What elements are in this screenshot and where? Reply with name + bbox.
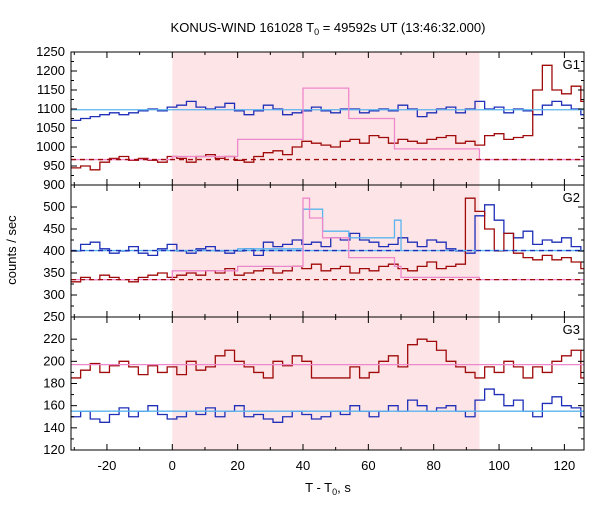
y-tick-label: 160 bbox=[43, 398, 65, 413]
x-tick-label: 0 bbox=[169, 458, 176, 473]
chart-title-text: KONUS-WIND 161028 T bbox=[171, 20, 315, 35]
y-tick-label: 1050 bbox=[36, 120, 65, 135]
x-axis-label-rest: , s bbox=[337, 480, 351, 495]
series-line-2 bbox=[71, 338, 584, 379]
chart-title: KONUS-WIND 161028 T0 = 49592s UT (13:46:… bbox=[171, 20, 486, 37]
x-axis-label-text: T - T bbox=[305, 480, 332, 495]
series-line-2 bbox=[71, 197, 584, 283]
x-tick-label: 100 bbox=[488, 458, 510, 473]
y-tick-label: 1250 bbox=[36, 44, 65, 59]
y-axis-label: counts / sec bbox=[4, 215, 19, 285]
x-tick-label: 120 bbox=[554, 458, 576, 473]
y-tick-label: 350 bbox=[43, 265, 65, 280]
panel-label-g3: G3 bbox=[563, 322, 580, 337]
panel-g1: 900 950 1000 1050 1100 1150 1200 1250 G1 bbox=[36, 44, 585, 192]
series-line-2 bbox=[71, 64, 584, 171]
y-tick-label: 1000 bbox=[36, 139, 65, 154]
x-tick-label: 20 bbox=[230, 458, 244, 473]
series-line-1 bbox=[71, 204, 584, 257]
panel-g2: 250 300 350 400 450 500 G2 bbox=[43, 184, 585, 324]
y-tick-label: 300 bbox=[43, 287, 65, 302]
panel-series bbox=[71, 197, 584, 283]
y-tick-label: 1100 bbox=[37, 101, 65, 116]
chart-panels: 900950100010501100115012001250G125030035… bbox=[36, 44, 585, 473]
panel-label-g1: G1 bbox=[563, 57, 580, 72]
y-tick-label: 900 bbox=[43, 177, 65, 192]
y-tick-label: 1150 bbox=[37, 82, 65, 97]
x-axis-label: T - T0, s bbox=[305, 480, 351, 497]
panel-label-g2: G2 bbox=[563, 190, 580, 205]
x-tick-label: -20 bbox=[98, 458, 117, 473]
x-axis-label-subscript: 0 bbox=[332, 487, 337, 497]
y-tick-label: 200 bbox=[43, 353, 65, 368]
chart-title-rest: = 49592s UT (13:46:32.000) bbox=[319, 20, 485, 35]
x-tick-label: 80 bbox=[426, 458, 440, 473]
y-tick-label: 120 bbox=[43, 442, 65, 457]
y-tick-label: 950 bbox=[43, 158, 65, 173]
panel-g3: 120 140 160 180 200 220 G3 bbox=[43, 316, 585, 457]
y-tick-label: 450 bbox=[43, 221, 65, 236]
y-tick-label: 250 bbox=[43, 309, 65, 324]
y-tick-label: 400 bbox=[43, 243, 65, 258]
panel-series bbox=[71, 338, 584, 423]
y-tick-label: 500 bbox=[43, 199, 65, 214]
y-tick-label: 180 bbox=[43, 376, 65, 391]
y-tick-label: 1200 bbox=[36, 63, 65, 78]
series-line-5 bbox=[71, 197, 584, 281]
y-tick-label: 140 bbox=[43, 420, 65, 435]
x-tick-label: 60 bbox=[361, 458, 375, 473]
chart-title-subscript: 0 bbox=[314, 27, 319, 37]
x-tick-label: 40 bbox=[296, 458, 310, 473]
series-line-4 bbox=[71, 87, 584, 161]
y-tick-label: 220 bbox=[43, 331, 65, 346]
